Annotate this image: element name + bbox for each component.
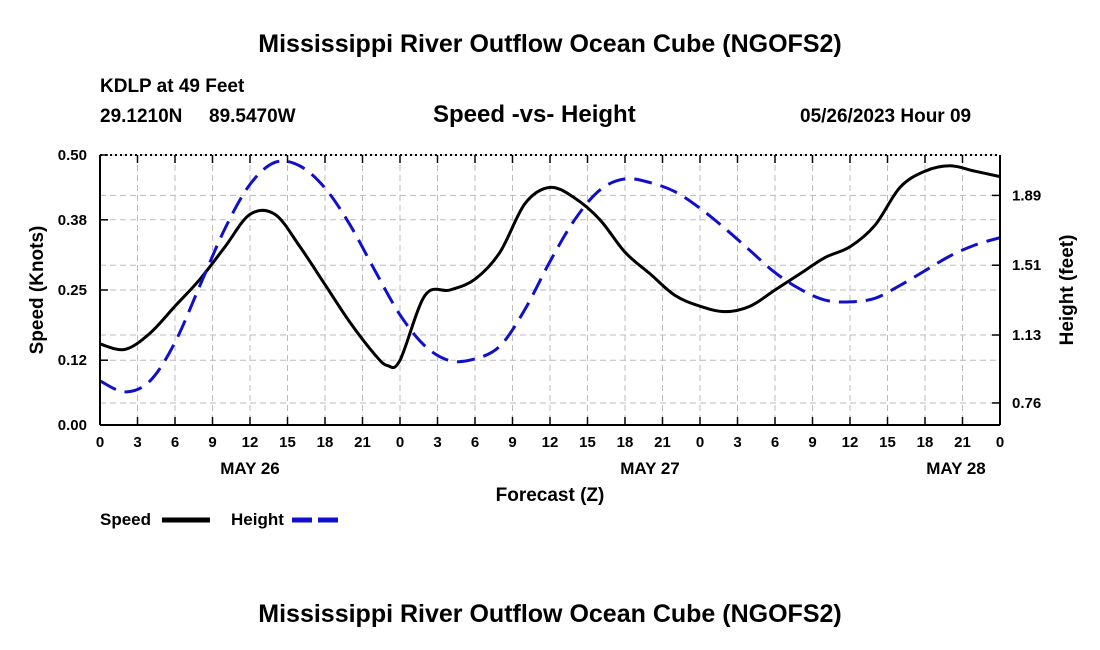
station-name: KDLP at 49 Feet bbox=[100, 76, 245, 97]
y-tick-label-left: 0.38 bbox=[58, 212, 87, 229]
x-tick-label: 21 bbox=[654, 434, 671, 451]
x-tick-label: 0 bbox=[96, 434, 104, 451]
y-tick-label-right: 0.76 bbox=[1012, 395, 1041, 412]
x-tick-label: 3 bbox=[133, 434, 141, 451]
x-tick-label: 6 bbox=[771, 434, 779, 451]
x-tick-label: 12 bbox=[542, 434, 559, 451]
speed-series-line bbox=[99, 164, 1001, 370]
station-latitude: 29.1210N bbox=[100, 106, 183, 127]
x-tick-label: 12 bbox=[842, 434, 859, 451]
x-tick-label: 0 bbox=[696, 434, 704, 451]
height-series-line bbox=[99, 159, 1001, 394]
x-axis-title: Forecast (Z) bbox=[496, 485, 605, 506]
x-tick-label: 15 bbox=[579, 434, 596, 451]
x-date-label: MAY 26 bbox=[220, 459, 280, 478]
y-tick-label-left: 0.00 bbox=[58, 417, 87, 434]
x-tick-label: 18 bbox=[317, 434, 334, 451]
station-longitude: 89.5470W bbox=[209, 106, 296, 127]
x-tick-label: 21 bbox=[354, 434, 371, 451]
x-tick-label: 9 bbox=[208, 434, 216, 451]
y-tick-label-right: 1.89 bbox=[1012, 187, 1041, 204]
x-tick-label: 18 bbox=[617, 434, 634, 451]
x-tick-label: 21 bbox=[954, 434, 971, 451]
y-tick-label-left: 0.12 bbox=[58, 352, 87, 369]
x-tick-label: 3 bbox=[733, 434, 741, 451]
forecast-datetime: 05/26/2023 Hour 09 bbox=[800, 106, 972, 127]
x-tick-label: 9 bbox=[808, 434, 816, 451]
legend-label-speed: Speed bbox=[100, 510, 151, 529]
x-date-label: MAY 28 bbox=[926, 459, 986, 478]
y-tick-label-right: 1.13 bbox=[1012, 327, 1041, 344]
x-tick-label: 6 bbox=[171, 434, 179, 451]
x-tick-label: 6 bbox=[471, 434, 479, 451]
y-tick-label-left: 0.50 bbox=[58, 147, 87, 164]
page-footer-title: Mississippi River Outflow Ocean Cube (NG… bbox=[258, 600, 842, 628]
x-tick-label: 12 bbox=[242, 434, 259, 451]
legend-label-height: Height bbox=[231, 510, 284, 529]
x-tick-label: 15 bbox=[879, 434, 896, 451]
y-tick-label-left: 0.25 bbox=[58, 282, 87, 299]
x-tick-label: 0 bbox=[396, 434, 404, 451]
x-tick-label: 3 bbox=[433, 434, 441, 451]
x-tick-label: 15 bbox=[279, 434, 296, 451]
y-tick-label-right: 1.51 bbox=[1012, 257, 1041, 274]
page-title: Mississippi River Outflow Ocean Cube (NG… bbox=[258, 30, 842, 58]
x-tick-label: 0 bbox=[996, 434, 1004, 451]
y-axis-title-right: Height (feet) bbox=[1057, 235, 1078, 346]
chart-subtitle: Speed -vs- Height bbox=[433, 101, 636, 128]
y-axis-title-left: Speed (Knots) bbox=[27, 226, 48, 355]
x-tick-label: 9 bbox=[508, 434, 516, 451]
x-date-label: MAY 27 bbox=[620, 459, 680, 478]
x-tick-label: 18 bbox=[917, 434, 934, 451]
